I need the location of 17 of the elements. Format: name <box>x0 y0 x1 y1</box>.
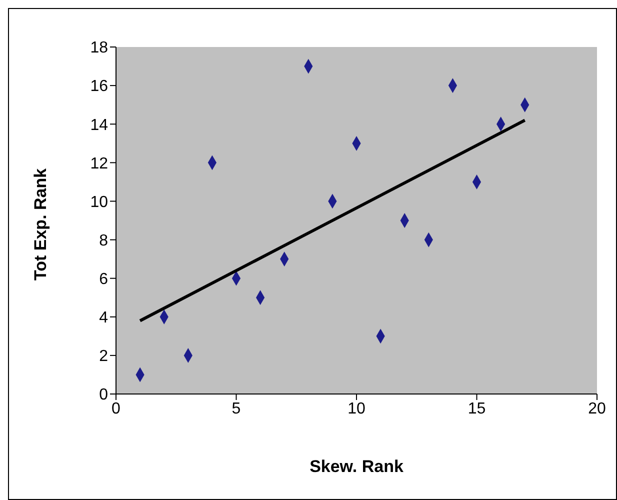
x-tick-label: 10 <box>348 400 366 418</box>
y-tick-label: 4 <box>99 310 108 327</box>
x-tick-label: 15 <box>468 400 486 418</box>
y-tick-label: 10 <box>90 194 108 211</box>
y-tick-label: 14 <box>90 116 108 134</box>
y-tick-label: 12 <box>90 155 108 172</box>
y-tick-label: 16 <box>90 78 108 96</box>
y-tick-label: 8 <box>99 232 108 250</box>
x-tick-label: 5 <box>232 400 241 418</box>
x-axis-title: Skew. Rank <box>310 457 404 476</box>
y-tick-label: 0 <box>99 386 108 404</box>
x-tick-label: 20 <box>588 400 606 418</box>
y-tick-label: 18 <box>90 40 108 57</box>
x-tick-label: 0 <box>112 400 121 418</box>
y-tick-label: 6 <box>99 271 108 288</box>
y-tick-label: 2 <box>99 348 108 366</box>
y-axis-title: Tot Exp. Rank <box>31 168 50 280</box>
